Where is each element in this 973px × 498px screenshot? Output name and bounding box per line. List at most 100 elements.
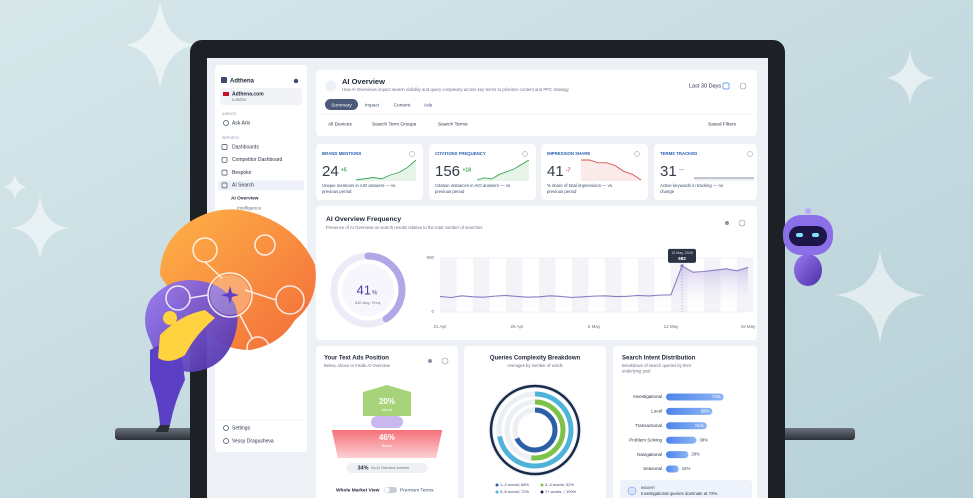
label: 24 — [322, 163, 339, 180]
tab[interactable]: Summary — [331, 102, 352, 108]
active-tab[interactable] — [325, 99, 358, 110]
label: previous period — [435, 189, 465, 194]
bar-label: Navigational — [637, 452, 662, 457]
nav-item[interactable]: Competitor Dashboard — [232, 157, 283, 163]
label: How AI Overviews impact search visibilit… — [342, 87, 570, 92]
bar-label: Seasonal — [643, 466, 662, 471]
bar — [666, 407, 713, 415]
date-picker[interactable]: Last 30 Days — [689, 83, 721, 89]
label: +18 — [463, 167, 472, 173]
info-icon — [441, 357, 449, 365]
tab[interactable]: Impact — [365, 102, 380, 108]
bar — [666, 436, 697, 444]
bar — [666, 465, 679, 473]
legend-swatch — [495, 490, 499, 494]
x-tick-label: 12 May — [664, 324, 680, 329]
logo — [221, 77, 227, 83]
intent-card — [613, 346, 757, 498]
nav-sub-item[interactable]: AI Overview — [231, 195, 259, 201]
sparkles — [3, 0, 935, 345]
label: — — [679, 167, 684, 173]
label: Your Text Ads Position — [324, 356, 389, 362]
no-aio-pill — [346, 463, 428, 473]
ring-arc — [496, 391, 574, 469]
label: BRAND MENTIONS — [322, 151, 362, 156]
legend-value: 52% — [566, 482, 574, 487]
sparkline-area — [581, 160, 641, 181]
ring-arc — [512, 407, 558, 453]
line-area — [440, 265, 748, 312]
tooltip — [668, 248, 696, 263]
kpi-card — [316, 144, 423, 200]
header-card — [316, 70, 757, 136]
sparkline-area — [694, 178, 754, 181]
label: Whole Market View — [336, 487, 380, 493]
bar-value: 72% — [712, 394, 721, 399]
gauge-inner — [342, 264, 394, 316]
insight-icon — [627, 486, 637, 496]
bar-value: 58% — [701, 409, 710, 414]
label: % share of total impressions — vs. — [547, 183, 613, 188]
label: Breakdown of search queries by their — [622, 363, 692, 368]
nav-sub-item[interactable]: Intelligence — [237, 205, 262, 211]
download-icon — [428, 359, 432, 363]
inside-pill — [371, 416, 403, 428]
label: -7 — [566, 167, 571, 173]
bar-value: 16% — [682, 466, 691, 471]
tooltip-point — [680, 264, 684, 268]
nav-item[interactable]: AI Search — [232, 183, 254, 189]
legend-value: 68% — [521, 482, 529, 487]
label: Below, Above or Inside AI Overview — [324, 363, 391, 368]
kpi-card — [429, 144, 536, 200]
bar — [666, 451, 689, 459]
info-icon — [522, 151, 528, 157]
label: Queries Complexity Breakdown — [490, 356, 581, 362]
label: change — [660, 189, 675, 194]
legend-label: 1–2 words — [500, 482, 518, 487]
label: London — [232, 97, 247, 102]
nav-item[interactable]: Bespoke — [232, 170, 252, 176]
x-tick-label: 5 May — [588, 324, 601, 329]
bell-icon — [293, 78, 299, 84]
legend-swatch — [540, 490, 544, 494]
info-icon — [634, 151, 640, 157]
tab[interactable]: Content — [394, 102, 411, 108]
label: AI Overview Frequency — [326, 216, 401, 223]
user-icon — [223, 438, 229, 444]
nav-icon — [221, 182, 228, 189]
kpi-card — [541, 144, 648, 200]
label: 683 — [678, 256, 686, 261]
bar-value: 28% — [691, 452, 700, 457]
label: Unique mentions in AIO answers — vs. — [322, 183, 397, 188]
nav-item[interactable]: Settings — [232, 425, 251, 431]
label: underlying goal — [622, 369, 650, 374]
filter-dropdown[interactable]: Search Term Groups — [372, 121, 417, 127]
bar-label: Transactional — [635, 423, 662, 428]
label: INSIGHT — [641, 486, 656, 490]
nav-item[interactable]: Dashboards — [232, 144, 259, 150]
info-icon — [409, 151, 415, 157]
nav-active — [218, 180, 304, 191]
filter-dropdown[interactable]: Search Terms — [438, 121, 468, 127]
kpi-card — [654, 144, 757, 200]
nav-item[interactable]: Ask Arlo — [232, 120, 251, 126]
ring-arc — [489, 384, 581, 476]
nav-icon — [221, 144, 228, 150]
label: Search Intent Distribution — [622, 356, 696, 362]
tab[interactable]: Ads — [424, 102, 433, 108]
x-tick-label: 21 Apr — [433, 324, 447, 329]
legend-label: 3–4 words — [545, 482, 563, 487]
label: 46% — [379, 433, 395, 442]
filter-dropdown[interactable]: All Devices — [328, 121, 352, 127]
bar-value: 51% — [695, 423, 704, 428]
y-tick-label: 800 — [426, 255, 434, 260]
filter-dropdown[interactable]: Saved Filters — [708, 121, 737, 127]
label: Investigational queries dominate at 72%. — [641, 491, 718, 496]
insight-box — [620, 480, 752, 498]
label: No AI Overview present — [371, 466, 409, 470]
legend-swatch — [495, 483, 499, 487]
sparkline-area — [477, 160, 529, 181]
above-shape — [363, 385, 411, 416]
